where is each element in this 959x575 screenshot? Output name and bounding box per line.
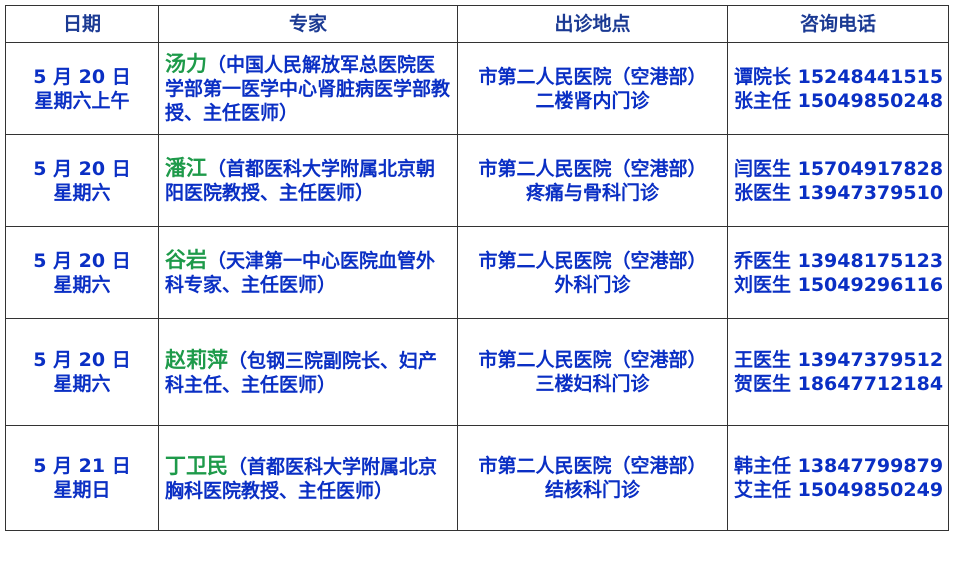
phones-line: 闫医生 15704917828 [734,157,944,180]
location-line: 市第二人民医院（空港部） [478,65,707,88]
expert-cell: 汤力（中国人民解放军总医院医学部第一医学中心肾脏病医学部教授、主任医师） [158,42,458,135]
expert-detail: （首都医科大学附属北京朝阳医院教授、主任医师） [165,158,436,204]
location-cell: 市第二人民医院（空港部） 三楼妇科门诊 [457,318,728,426]
table-row: 5 月 20 日星期六 潘江（首都医科大学附属北京朝阳医院教授、主任医师） 市第二人… [5,134,949,227]
expert-detail: （首都医科大学附属北京胸科医院教授、主任医师） [165,455,438,502]
header-cell: 咨询电话 [727,5,949,43]
date-line: 5 月 20 日 [33,157,131,180]
expert-name: 潘江 [165,156,207,180]
date-cell: 5 月 20 日星期六 [5,134,159,227]
expert-name: 汤力 [165,52,207,76]
phones-line: 刘医生 15049296116 [734,273,944,296]
date-line: 5 月 20 日 [33,65,131,88]
phones-line: 乔医生 13948175123 [734,249,944,272]
phones-line: 韩主任 13847799879 [734,455,944,477]
expert-detail: （中国人民解放军总医院医学部第一医学中心肾脏病医学部教授、主任医师） [165,54,451,124]
expert-name: 谷岩 [165,248,207,272]
location-cell: 市第二人民医院（空港部） 外科门诊 [457,226,728,319]
phones-cell: 谭院长 15248441515 张主任 15049850248 [727,42,949,135]
date-line: 星期六上午 [34,89,130,112]
expert-cell: 丁卫民（首都医科大学附属北京胸科医院教授、主任医师） [158,425,458,531]
location-line: 市第二人民医院（空港部） [478,249,707,272]
phones-line: 张医生 13947379510 [734,181,944,204]
table-row: 5 月 20 日星期六上午 汤力（中国人民解放军总医院医学部第一医学中心肾脏病医学… [5,42,949,135]
location-line: 结核科门诊 [544,479,640,501]
location-cell: 市第二人民医院（空港部） 疼痛与骨科门诊 [457,134,728,227]
header-cell: 专家 [158,5,458,43]
table-body: 5 月 20 日星期六上午 汤力（中国人民解放军总医院医学部第一医学中心肾脏病医学… [5,42,949,531]
location-line: 二楼肾内门诊 [535,89,650,112]
phones-cell: 韩主任 13847799879 艾主任 15049850249 [727,425,949,531]
table-row: 5 月 20 日星期六 赵莉萍（包钢三院副院长、妇产科主任、主任医师） 市第二人民医… [5,318,949,426]
location-line: 疼痛与骨科门诊 [525,181,659,204]
date-line: 5 月 20 日 [33,349,131,371]
header-row: 日期 专家 出诊地点 咨询电话 [5,5,949,43]
expert-cell: 谷岩（天津第一中心医院血管外科专家、主任医师） [158,226,458,319]
location-line: 外科门诊 [554,273,631,296]
expert-cell: 潘江（首都医科大学附属北京朝阳医院教授、主任医师） [158,134,458,227]
table-row: 5 月 21 日星期日 丁卫民（首都医科大学附属北京胸科医院教授、主任医师） 市第二… [5,425,949,531]
date-cell: 5 月 20 日星期六 [5,318,159,426]
phones-cell: 乔医生 13948175123 刘医生 15049296116 [727,226,949,319]
table-row: 5 月 20 日星期六 谷岩（天津第一中心医院血管外科专家、主任医师） 市第二人民医… [5,226,949,319]
date-line: 星期日 [53,479,111,501]
expert-name: 赵莉萍 [165,347,228,372]
expert-detail: （包钢三院副院长、妇产科主任、主任医师） [165,349,438,396]
location-cell: 市第二人民医院（空港部） 结核科门诊 [457,425,728,531]
date-line: 5 月 21 日 [33,455,131,477]
date-cell: 5 月 20 日星期六 [5,226,159,319]
location-line: 市第二人民医院（空港部） [478,455,707,477]
phones-cell: 闫医生 15704917828 张医生 13947379510 [727,134,949,227]
expert-detail: （天津第一中心医院血管外科专家、主任医师） [165,250,436,296]
location-cell: 市第二人民医院（空港部） 二楼肾内门诊 [457,42,728,135]
table-head: 日期 专家 出诊地点 咨询电话 [5,5,949,43]
phones-line: 艾主任 15049850249 [734,479,944,501]
date-line: 星期六 [53,273,111,296]
phones-line: 谭院长 15248441515 [734,65,944,88]
location-line: 市第二人民医院（空港部） [478,349,707,371]
location-line: 三楼妇科门诊 [535,373,650,395]
header-cell: 出诊地点 [457,5,728,43]
schedule-table: 日期 专家 出诊地点 咨询电话 5 月 20 日星期六上午 汤力（中国人民解放军总医院医… [5,5,949,531]
location-line: 市第二人民医院（空港部） [478,157,707,180]
header-cell: 日期 [5,5,159,43]
date-cell: 5 月 20 日星期六上午 [5,42,159,135]
phones-cell: 王医生 13947379512 贺医生 18647712184 [727,318,949,426]
date-cell: 5 月 21 日星期日 [5,425,159,531]
expert-name: 丁卫民 [165,453,228,478]
phones-line: 张主任 15049850248 [734,89,944,112]
phones-line: 王医生 13947379512 [734,349,944,371]
date-line: 星期六 [53,373,111,395]
date-line: 星期六 [53,181,111,204]
phones-line: 贺医生 18647712184 [734,373,944,395]
expert-cell: 赵莉萍（包钢三院副院长、妇产科主任、主任医师） [158,318,458,426]
date-line: 5 月 20 日 [33,249,131,272]
